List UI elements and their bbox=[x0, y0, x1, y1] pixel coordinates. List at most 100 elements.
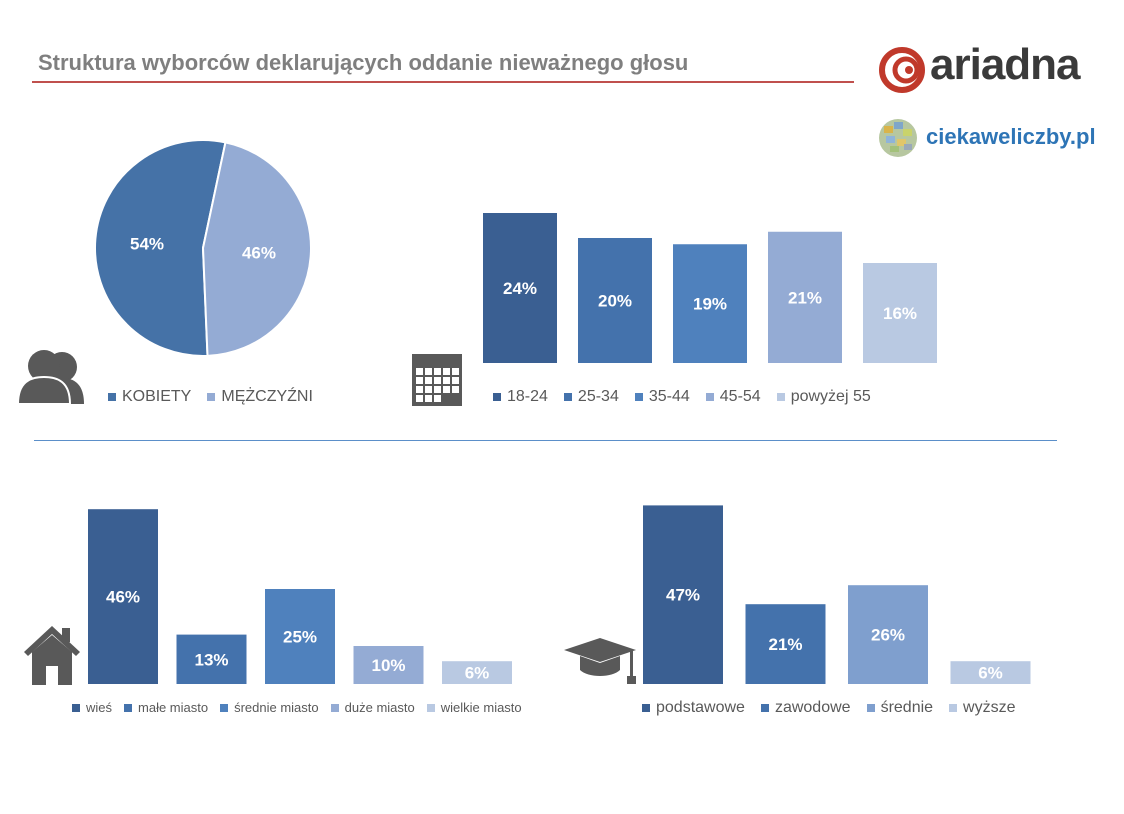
place-legend-label: wieś bbox=[86, 700, 113, 715]
place-bar-chart: 46% 13% 25% 10% 6% bbox=[24, 509, 512, 685]
place-legend-label: wielkie miasto bbox=[440, 700, 522, 715]
age-bar-4 bbox=[768, 231, 842, 363]
edu-legend-label: zawodowe bbox=[774, 699, 851, 716]
edu-bar-2 bbox=[745, 604, 826, 684]
gender-legend-item: MĘŻCZYŹNI bbox=[207, 388, 313, 406]
age-legend-item: powyżej 55 bbox=[776, 388, 871, 406]
place-bar-3 bbox=[265, 589, 335, 684]
place-legend: wieś małe miasto średnie miasto duże miasto… bbox=[72, 700, 534, 715]
edu-legend-swatch bbox=[949, 704, 958, 712]
education-legend: podstawowe zawodowe średnie wyższe bbox=[642, 699, 1032, 717]
place-legend-item: wielkie miasto bbox=[426, 700, 522, 715]
place-bar-label-5: 6% bbox=[465, 664, 490, 683]
section-divider bbox=[34, 440, 1057, 441]
place-bar-label-2: 13% bbox=[194, 650, 228, 669]
edu-bar-label-4: 6% bbox=[978, 664, 1003, 683]
edu-bar-1 bbox=[643, 505, 723, 684]
page-title: Struktura wyborców deklarujących oddanie… bbox=[38, 50, 689, 75]
people-icon bbox=[16, 350, 84, 405]
age-bar-label-5: 16% bbox=[883, 304, 917, 323]
age-legend-label: powyżej 55 bbox=[790, 388, 871, 405]
edu-bar-4 bbox=[950, 661, 1031, 684]
age-legend-item: 35-44 bbox=[634, 388, 690, 406]
age-bar-chart: 24% 20% 19% 21% 16% bbox=[412, 213, 937, 406]
place-bar-label-4: 10% bbox=[371, 656, 405, 675]
place-legend-item: średnie miasto bbox=[220, 700, 319, 715]
edu-legend-item: podstawowe bbox=[642, 699, 745, 717]
gender-legend-swatch bbox=[108, 393, 116, 401]
gender-legend-item: KOBIETY bbox=[108, 388, 191, 406]
age-legend-swatch bbox=[705, 393, 714, 401]
age-bar-3 bbox=[673, 244, 747, 363]
graduation-cap-icon bbox=[564, 638, 636, 684]
place-legend-label: małe miasto bbox=[138, 700, 209, 715]
brand-name: ariadna bbox=[930, 40, 1081, 89]
age-bar-2 bbox=[578, 238, 652, 363]
age-bar-label-1: 24% bbox=[503, 279, 537, 298]
edu-bar-label-1: 47% bbox=[666, 586, 700, 605]
pie-slice-1 bbox=[94, 139, 227, 357]
gender-pie-chart: 54% 46% bbox=[16, 139, 312, 405]
age-legend-item: 45-54 bbox=[705, 388, 761, 406]
age-legend-swatch bbox=[634, 393, 643, 401]
place-bar-1 bbox=[88, 509, 158, 684]
education-bar-chart: 47% 21% 26% 6% bbox=[564, 505, 1031, 684]
place-legend-label: średnie miasto bbox=[234, 700, 319, 715]
place-bar-5 bbox=[442, 661, 512, 684]
gender-legend-swatch bbox=[207, 393, 216, 401]
age-legend-label: 25-34 bbox=[577, 388, 619, 405]
edu-legend-item: średnie bbox=[866, 699, 934, 717]
age-legend-label: 18-24 bbox=[507, 388, 548, 405]
place-legend-item: małe miasto bbox=[124, 700, 208, 715]
edu-bar-label-3: 26% bbox=[871, 626, 905, 645]
brand-logo bbox=[879, 47, 925, 93]
place-legend-swatch bbox=[72, 703, 80, 712]
pie-label-1: 54% bbox=[130, 234, 164, 253]
age-legend-label: 35-44 bbox=[648, 388, 690, 405]
age-legend-item: 25-34 bbox=[563, 388, 619, 406]
place-legend-swatch bbox=[426, 703, 435, 712]
place-legend-item: wieś bbox=[72, 700, 112, 715]
age-legend: 18-24 25-34 35-44 45-54 powyżej 55 bbox=[493, 388, 887, 406]
edu-bar-label-2: 21% bbox=[768, 635, 802, 654]
pie-label-2: 46% bbox=[242, 244, 276, 263]
age-bar-1 bbox=[483, 213, 557, 363]
edu-legend-swatch bbox=[642, 704, 650, 712]
place-legend-swatch bbox=[124, 703, 133, 712]
ariadna-logo-icon bbox=[879, 47, 925, 93]
globe-icon bbox=[879, 119, 917, 157]
edu-legend-swatch bbox=[760, 704, 769, 712]
age-bar-label-3: 19% bbox=[693, 295, 727, 314]
place-bar-label-1: 46% bbox=[106, 588, 140, 607]
edu-bar-3 bbox=[848, 585, 928, 684]
edu-legend-item: wyższe bbox=[949, 699, 1016, 717]
place-bar-label-3: 25% bbox=[283, 628, 317, 647]
site-name: ciekaweliczby.pl bbox=[926, 124, 1096, 149]
edu-legend-item: zawodowe bbox=[760, 699, 851, 717]
age-legend-label: 45-54 bbox=[719, 388, 761, 405]
edu-legend-label: podstawowe bbox=[656, 699, 745, 716]
place-legend-swatch bbox=[330, 703, 339, 712]
gender-legend-label: KOBIETY bbox=[122, 388, 192, 405]
pie-slice-2 bbox=[201, 141, 312, 357]
place-legend-item: duże miasto bbox=[330, 700, 415, 715]
edu-legend-label: średnie bbox=[880, 699, 934, 716]
age-legend-swatch bbox=[776, 393, 785, 401]
edu-legend-swatch bbox=[866, 704, 875, 712]
age-bar-label-2: 20% bbox=[598, 292, 632, 311]
gender-legend: KOBIETY MĘŻCZYŹNI bbox=[108, 388, 329, 406]
house-icon bbox=[24, 626, 80, 685]
calendar-icon bbox=[412, 354, 462, 406]
edu-legend-label: wyższe bbox=[963, 699, 1016, 716]
title-underline bbox=[32, 81, 854, 83]
site-logo bbox=[879, 119, 917, 157]
place-bar-2 bbox=[176, 634, 247, 684]
age-legend-swatch bbox=[493, 393, 501, 401]
age-bar-5 bbox=[863, 263, 937, 363]
place-legend-swatch bbox=[220, 703, 229, 712]
place-legend-label: duże miasto bbox=[344, 700, 415, 715]
place-bar-4 bbox=[353, 646, 424, 684]
age-legend-item: 18-24 bbox=[493, 388, 548, 406]
gender-legend-label: MĘŻCZYŹNI bbox=[221, 388, 313, 405]
age-bar-label-4: 21% bbox=[788, 288, 822, 307]
